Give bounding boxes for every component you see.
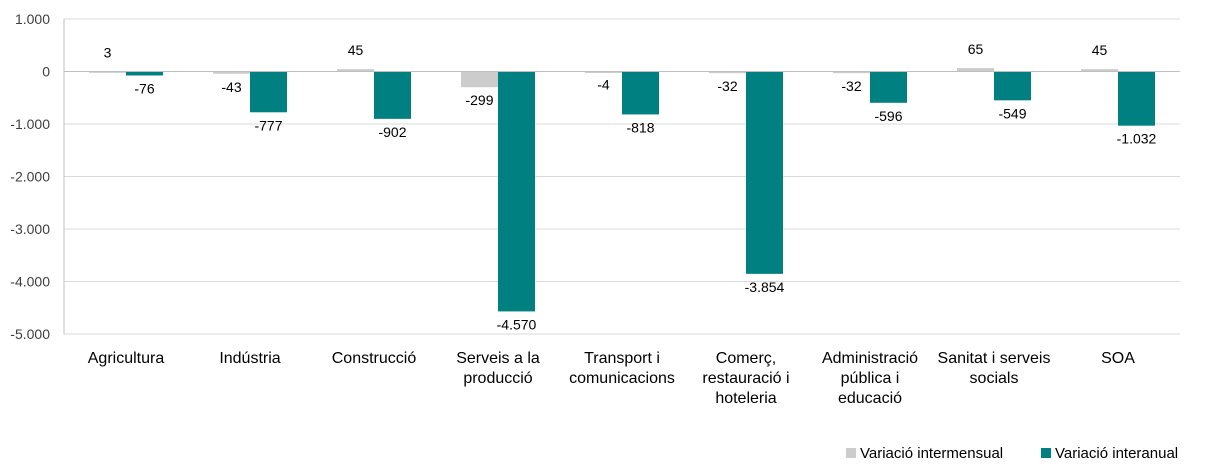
data-label: 45 [348,42,364,58]
bar-intermensual [709,71,746,74]
data-label: -76 [134,80,154,96]
category-label: pública i [841,370,900,387]
bar-interanual [746,71,783,274]
category-label: Agricultura [88,350,165,367]
data-label: -32 [841,78,861,94]
bar-interanual [870,71,907,103]
bar-intermensual [461,71,498,88]
category-label: Administració [822,350,918,367]
category-label: educació [838,390,902,407]
bar-interanual [994,71,1031,101]
bar-intermensual [89,71,126,73]
data-label: -596 [874,108,902,124]
y-tick-label: -1.000 [10,116,50,132]
bar-interanual [498,71,535,312]
data-label: -902 [378,124,406,140]
category-label: Construcció [332,350,417,367]
legend-swatch-intermensual [846,448,856,458]
category-label: Transport i [584,350,660,367]
legend-label-intermensual: Variació intermensual [860,445,1003,462]
bar-intermensual [833,71,870,74]
bar-interanual [622,71,659,115]
data-label: -777 [254,117,282,133]
category-label: Serveis a la [456,350,540,367]
category-label: Indústria [219,350,280,367]
y-tick-label: 0 [42,64,50,80]
data-label: -549 [998,105,1026,121]
data-label: 3 [104,44,112,60]
y-tick-label: -3.000 [10,221,50,237]
bar-intermensual [213,71,250,74]
data-label: -818 [626,119,654,135]
bar-intermensual [957,68,994,72]
y-tick-label: -4.000 [10,274,50,290]
y-tick-label: -2.000 [10,169,50,185]
category-label: SOA [1101,350,1135,367]
category-label: comunicacions [569,370,675,387]
data-label: -4.570 [497,316,537,332]
category-label: hoteleria [715,390,776,407]
bar-intermensual [585,71,622,73]
category-label: producció [463,370,532,387]
y-tick-label: 1.000 [15,11,50,27]
bar-interanual [250,71,287,113]
bar-interanual [126,71,163,76]
category-label: restauració i [702,370,789,387]
data-label: 45 [1092,42,1108,58]
legend-swatch-interanual [1041,448,1051,458]
data-label: 65 [968,41,984,57]
bar-interanual [374,71,411,119]
data-label: -1.032 [1117,131,1157,147]
legend-label-interanual: Variació interanual [1055,445,1178,462]
bar-intermensual [1081,69,1118,72]
data-label: -43 [221,79,241,95]
data-label: -3.854 [745,279,785,295]
category-label: Comerç, [716,350,776,367]
data-label: -32 [717,78,737,94]
y-tick-label: -5.000 [10,326,50,342]
category-label: Sanitat i serveis [938,350,1051,367]
category-label: socials [970,370,1019,387]
bar-intermensual [337,69,374,72]
bar-interanual [1118,71,1155,126]
data-label: -299 [465,92,493,108]
data-label: -4 [597,77,610,93]
